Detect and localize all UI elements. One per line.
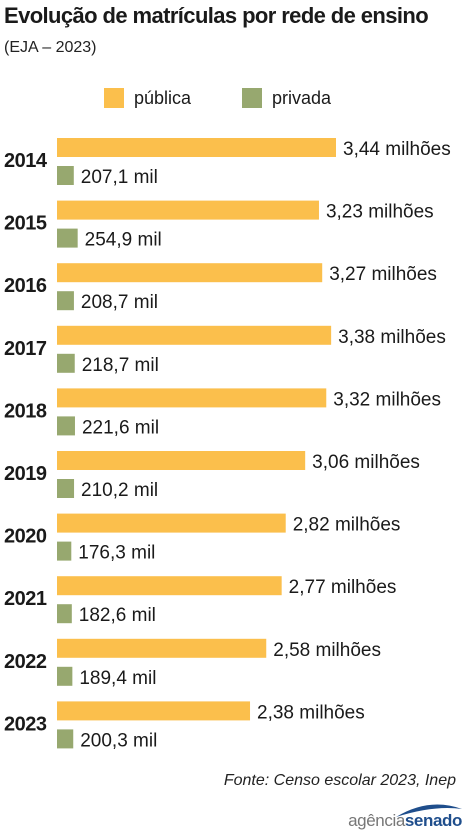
logo-text-senado: senado: [404, 811, 463, 830]
data-label-publica: 3,44 milhões: [343, 139, 451, 160]
logo-swoosh-icon: [396, 804, 462, 817]
data-label-privada: 176,3 mil: [78, 543, 155, 564]
bar-privada: [57, 166, 74, 185]
legend-swatch-publica: [104, 88, 124, 108]
bar-privada: [57, 228, 78, 248]
legend-label-privada: privada: [272, 87, 332, 108]
data-label-privada: 207,1 mil: [81, 167, 158, 188]
chart-subtitle: (EJA – 2023): [4, 39, 97, 56]
year-label: 2020: [4, 526, 47, 548]
bar-privada: [57, 479, 75, 498]
bar-publica: [57, 263, 323, 283]
data-label-privada: 218,7 mil: [82, 355, 159, 376]
year-label: 2022: [4, 651, 47, 673]
legend-item-publica: pública: [104, 86, 191, 110]
data-label-publica: 2,38 milhões: [257, 702, 365, 723]
bar-publica: [57, 325, 332, 345]
data-label-privada: 208,7 mil: [81, 292, 158, 313]
year-label: 2014: [4, 150, 48, 172]
data-label-privada: 221,6 mil: [82, 417, 159, 438]
chart-title: Evolução de matrículas por rede de ensin…: [4, 3, 429, 28]
data-label-publica: 3,32 milhões: [333, 389, 441, 410]
legend-item-privada: privada: [242, 86, 331, 110]
year-label: 2021: [4, 588, 47, 610]
data-label-publica: 3,38 milhões: [338, 327, 446, 348]
data-label-publica: 3,23 milhões: [326, 202, 434, 223]
legend-swatch-privada: [242, 88, 262, 108]
data-label-privada: 210,2 mil: [81, 480, 158, 501]
bar-publica: [57, 138, 336, 157]
year-label: 2015: [4, 213, 47, 235]
bar-publica: [57, 388, 327, 408]
data-label-publica: 3,06 milhões: [312, 452, 420, 473]
bar-privada: [57, 666, 73, 686]
agencia-senado-logo: agênciasenado: [344, 803, 464, 833]
data-label-privada: 189,4 mil: [79, 668, 156, 689]
bar-privada: [57, 353, 75, 373]
bar-privada: [57, 604, 72, 624]
year-label: 2018: [4, 400, 47, 422]
bar-privada: [57, 291, 74, 311]
bar-publica: [57, 513, 286, 533]
logo-text-agencia: agência: [348, 811, 405, 830]
data-label-publica: 3,27 milhões: [329, 264, 437, 285]
data-label-publica: 2,58 milhões: [273, 640, 381, 661]
year-label: 2016: [4, 275, 47, 297]
year-label: 2017: [4, 338, 47, 360]
year-label: 2023: [4, 713, 47, 735]
bar-publica: [57, 451, 306, 470]
data-label-privada: 254,9 mil: [85, 230, 162, 251]
bar-publica: [57, 638, 267, 658]
bar-publica: [57, 200, 319, 220]
chart-legend: pública privada: [0, 86, 472, 110]
data-label-publica: 2,77 milhões: [289, 577, 397, 598]
data-label-privada: 182,6 mil: [79, 605, 156, 626]
bar-chart: 2014 3,44 milhões 207,1 mil 2015 3,23 milhõe…: [4, 138, 451, 751]
data-label-publica: 2,82 milhões: [293, 515, 401, 536]
bar-privada: [57, 541, 72, 561]
data-label-privada: 200,3 mil: [80, 730, 157, 751]
source-note: Fonte: Censo escolar 2023, Inep: [223, 772, 456, 789]
bar-privada: [57, 416, 75, 436]
bar-publica: [57, 701, 251, 721]
legend-label-publica: pública: [134, 87, 192, 108]
bar-publica: [57, 576, 282, 596]
year-label: 2019: [4, 463, 47, 485]
bar-privada: [57, 729, 74, 749]
